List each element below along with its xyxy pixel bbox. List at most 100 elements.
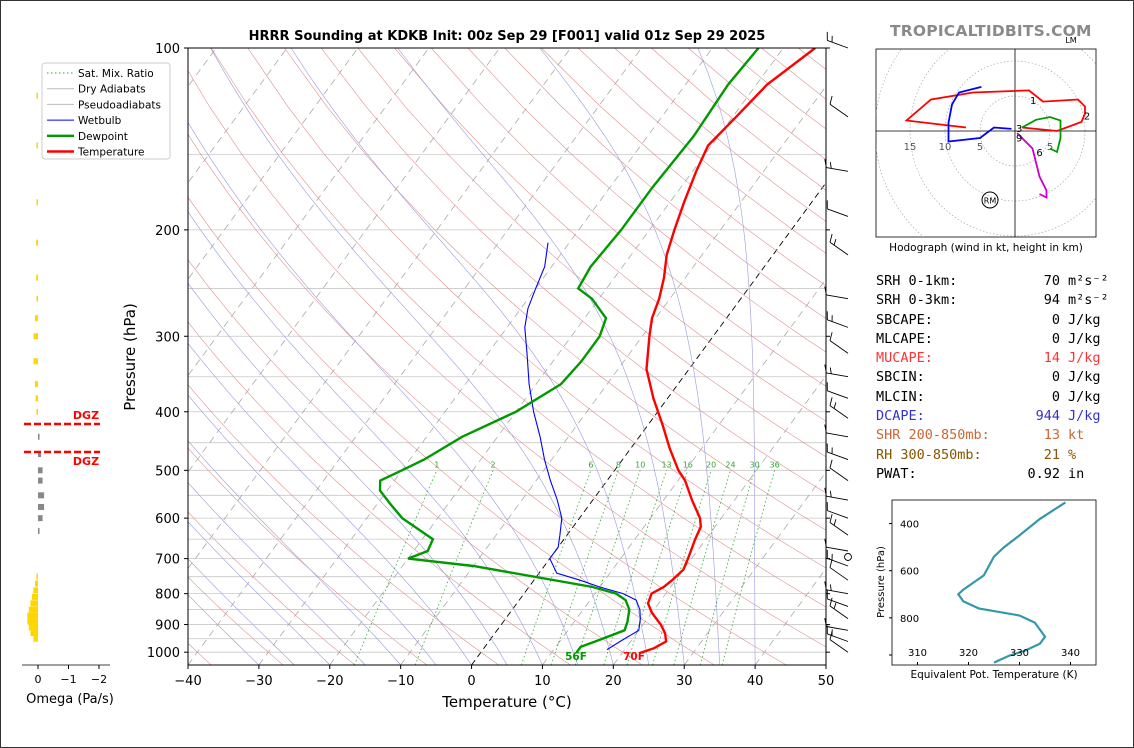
barb-flag xyxy=(833,402,837,409)
barb-flag xyxy=(826,311,828,320)
dry-adiabat xyxy=(431,48,826,387)
barb-staff xyxy=(827,319,849,328)
barb-staff xyxy=(829,567,849,581)
barb-flag xyxy=(824,424,827,434)
x-tick-label: 30 xyxy=(676,674,693,689)
barb-flag xyxy=(824,364,827,373)
barb-flag xyxy=(824,581,827,590)
hodograph-ring-label: 10 xyxy=(939,142,952,153)
mixing-ratio-label: 24 xyxy=(725,460,735,469)
x-tick-label: −30 xyxy=(245,674,272,689)
barb-flag xyxy=(824,159,827,168)
x-tick-label: 40 xyxy=(747,674,764,689)
stat-label: SHR 200-850mb: xyxy=(876,427,990,444)
hodograph-height-label: 6 xyxy=(1036,148,1042,159)
wind-barb xyxy=(826,311,849,328)
barb-flag xyxy=(833,238,837,246)
y-tick-label: 900 xyxy=(155,619,180,634)
wind-barb xyxy=(826,625,849,642)
lm-label: LM xyxy=(1065,36,1076,45)
dry-adiabat xyxy=(247,48,826,569)
hodograph-trace xyxy=(904,89,1086,132)
mixing-ratio-line xyxy=(521,470,592,665)
pseudoadiabat xyxy=(397,48,685,665)
theta-e-y-label: Pressure (hPa) xyxy=(876,546,887,618)
barb-staff xyxy=(829,467,849,481)
barb-staff xyxy=(829,103,849,118)
theta-e-y-tick-label: 600 xyxy=(900,567,919,578)
pseudoadiabat xyxy=(188,121,579,665)
dry-adiabat xyxy=(188,576,284,665)
theta-e-frame xyxy=(891,499,1097,666)
barb-flag xyxy=(829,631,833,640)
y-tick-label: 600 xyxy=(155,512,180,527)
pseudoadiabat xyxy=(210,48,614,665)
wind-barb xyxy=(824,159,849,172)
dry-adiabat xyxy=(188,384,499,665)
hodograph-panel: 15 10 5 5 1 2 3 6 9 RM LM Hodograph (wind in kt, he… xyxy=(875,36,1097,254)
theta-e-x-tick-label: 310 xyxy=(908,648,927,659)
y-tick-label: 200 xyxy=(155,224,180,239)
isotherm-line xyxy=(258,48,713,665)
dgz-label-top: DGZ xyxy=(73,409,99,422)
stat-unit: % xyxy=(1068,446,1077,463)
barb-flag xyxy=(831,315,833,322)
stat-value: 13 xyxy=(1043,427,1060,444)
omega-bar xyxy=(31,593,38,600)
y-tick-label: 500 xyxy=(155,464,180,479)
stat-value: 0 xyxy=(1051,311,1060,328)
dewpoint-line xyxy=(378,48,760,653)
y-tick-label: 700 xyxy=(155,553,180,568)
sounding-stats: SRH 0-1km: 70 m²s⁻² SRH 0-3km: 94 m²s⁻² SBCA… xyxy=(876,272,1109,484)
stat-unit: J/kg xyxy=(1068,408,1101,425)
barb-flag xyxy=(833,519,837,526)
omega-bar xyxy=(30,600,38,607)
hodograph-caption: Hodograph (wind in kt, height in km) xyxy=(889,242,1083,254)
skewt-legend: Sat. Mix. Ratio Dry Adiabats Pseudoadiabat… xyxy=(41,62,171,160)
barb-staff xyxy=(826,589,849,595)
wind-barb xyxy=(824,364,849,378)
stat-row: SBCAPE: 0 J/kg xyxy=(876,311,1109,330)
omega-bar xyxy=(38,503,45,510)
theta-e-y-tick-label: 800 xyxy=(900,614,919,625)
wind-barb xyxy=(829,597,849,620)
wind-barb xyxy=(826,443,849,461)
x-axis-label: Temperature (°C) xyxy=(441,693,571,711)
stat-unit: kt xyxy=(1068,427,1085,444)
barb-staff xyxy=(827,510,849,519)
mixing-ratio-label: 20 xyxy=(706,460,716,469)
skewt-background-lines: 1 2 6 8 10 13 16 20 24 30 36 xyxy=(188,48,826,665)
hodograph-height-label: 9 xyxy=(1016,133,1022,144)
mixing-ratio-line xyxy=(673,470,731,665)
theta-e-plot xyxy=(956,501,1066,664)
mixing-ratio-label: 30 xyxy=(750,460,760,469)
isotherm-line xyxy=(188,48,501,473)
stat-label: SBCAPE: xyxy=(876,311,933,328)
stat-value: 21 xyxy=(1043,446,1060,463)
legend-entry: Wetbulb xyxy=(78,115,122,127)
stat-row: SHR 200-850mb: 13 kt xyxy=(876,426,1109,445)
omega-bar xyxy=(38,467,43,474)
barb-staff xyxy=(827,40,849,49)
barb-staff xyxy=(829,340,849,354)
barb-staff xyxy=(829,405,849,419)
pseudoadiabat xyxy=(188,342,472,665)
omega-bar xyxy=(33,333,38,340)
pseudoadiabat xyxy=(290,48,650,665)
wind-barb xyxy=(829,95,849,118)
omega-bar xyxy=(36,239,38,246)
hodograph-ring-label: 15 xyxy=(904,142,917,153)
barb-flag xyxy=(829,367,832,374)
barb-flag xyxy=(826,443,828,453)
barb-flag xyxy=(831,553,833,561)
omega-bar xyxy=(33,587,38,594)
mixing-ratio-label: 1 xyxy=(434,460,439,469)
y-axis-label: Pressure (hPa) xyxy=(121,303,139,411)
stat-unit: J/kg xyxy=(1068,369,1101,386)
mixing-ratio-line xyxy=(626,470,689,665)
wind-barb xyxy=(826,590,849,607)
y-tick-label: 800 xyxy=(155,588,180,603)
x-tick-label: 50 xyxy=(818,674,835,689)
hodograph-trace xyxy=(1016,132,1048,199)
barb-flag xyxy=(826,590,828,599)
